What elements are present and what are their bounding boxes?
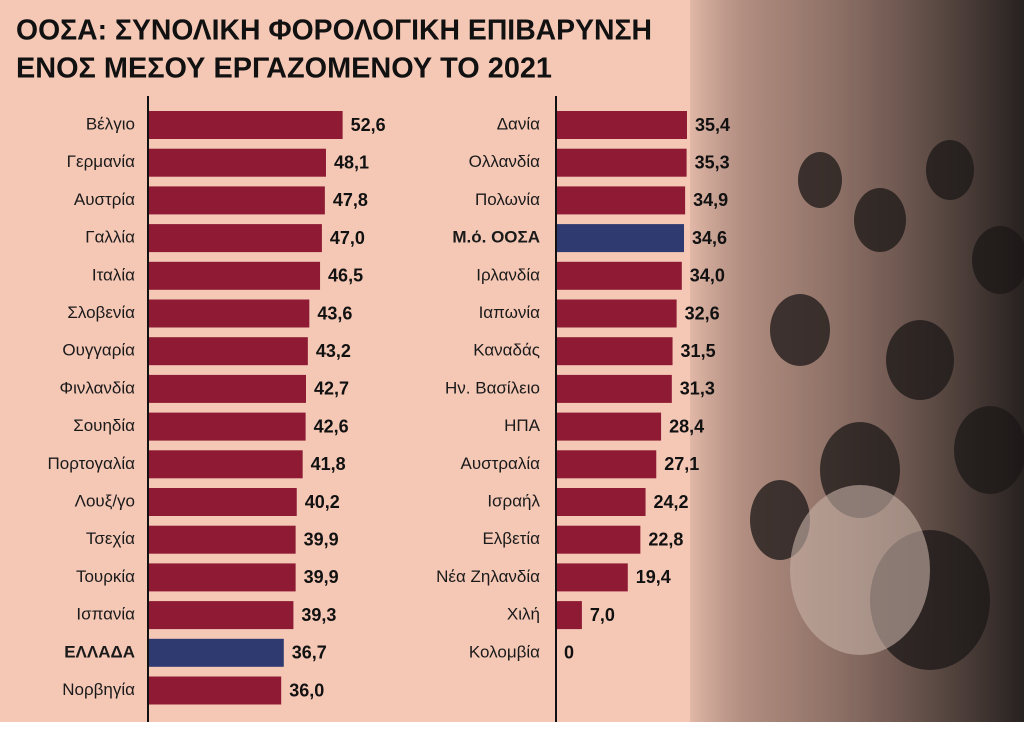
bar: [556, 337, 673, 366]
category-label: ΕΛΛΑΔΑ: [64, 642, 135, 661]
bar: [556, 299, 677, 328]
category-label: Κολομβία: [469, 642, 540, 661]
category-label: Τσεχία: [86, 529, 135, 548]
bar: [148, 412, 306, 441]
value-label: 43,2: [316, 341, 351, 361]
category-label: ΗΠΑ: [504, 416, 541, 435]
bar: [556, 450, 657, 479]
bar: [556, 488, 646, 516]
value-label: 47,0: [330, 228, 365, 248]
value-label: 34,6: [692, 228, 727, 248]
bar: [556, 374, 672, 403]
value-label: 35,4: [695, 115, 730, 135]
bar: [556, 111, 687, 139]
value-label: 32,6: [685, 303, 720, 323]
crowd-photo: [690, 0, 1024, 731]
bar: [148, 337, 308, 366]
value-label: 39,3: [301, 605, 336, 625]
bar: [148, 601, 294, 630]
category-label: Γερμανία: [67, 152, 136, 171]
value-label: 31,5: [681, 341, 716, 361]
bottom-strip: [0, 722, 1024, 731]
bar: [148, 374, 306, 403]
category-label: Πολωνία: [475, 190, 540, 209]
value-label: 42,6: [314, 416, 349, 436]
category-label: Χιλή: [507, 605, 540, 624]
value-label: 41,8: [311, 454, 346, 474]
value-label: 34,0: [690, 266, 725, 286]
value-label: 0: [564, 643, 574, 663]
bar: [556, 525, 641, 554]
category-label: Ην. Βασίλειο: [445, 378, 540, 397]
chart-title: ΟΟΣΑ: ΣΥΝΟΛΙΚΗ ΦΟΡΟΛΟΓΙΚΗ ΕΠΙΒΑΡΥΝΣΗ: [16, 15, 652, 47]
category-label: Καναδάς: [473, 341, 540, 360]
bar: [556, 601, 582, 630]
category-label: Ισραήλ: [487, 491, 540, 510]
category-label: Ιταλία: [92, 265, 135, 284]
category-label: Τουρκία: [76, 567, 135, 586]
bar: [148, 224, 322, 253]
bar: [148, 299, 310, 328]
bar: [148, 676, 282, 705]
category-label: Γαλλία: [85, 228, 135, 247]
value-label: 35,3: [695, 152, 730, 172]
category-label: Μ.ό. ΟΟΣΑ: [452, 228, 540, 247]
category-label: Ελβετία: [482, 529, 540, 548]
category-label: Ιρλανδία: [476, 265, 540, 284]
bar: [556, 563, 628, 592]
value-label: 34,9: [693, 190, 728, 210]
bar: [556, 412, 662, 441]
value-label: 46,5: [328, 266, 363, 286]
value-label: 36,0: [289, 680, 324, 700]
category-label: Ολλανδία: [469, 152, 541, 171]
chart-title: ΕΝΟΣ ΜΕΣΟΥ ΕΡΓΑΖΟΜΕΝΟΥ ΤΟ 2021: [16, 53, 552, 85]
value-label: 39,9: [304, 529, 339, 549]
category-label: Βέλγιο: [86, 114, 135, 133]
bar: [148, 488, 297, 516]
bar: [148, 525, 296, 554]
category-label: Νέα Ζηλανδία: [436, 567, 540, 586]
bar: [148, 450, 303, 479]
bar: [148, 261, 321, 290]
category-label: Ισπανία: [76, 605, 135, 624]
category-label: Σλοβενία: [67, 303, 135, 322]
bar: [148, 148, 326, 177]
bar: [148, 638, 284, 667]
value-label: 7,0: [590, 605, 615, 625]
value-label: 19,4: [636, 567, 671, 587]
bar: [148, 186, 325, 215]
value-label: 31,3: [680, 379, 715, 399]
value-label: 24,2: [654, 492, 689, 512]
value-label: 39,9: [304, 567, 339, 587]
category-label: Λουξ/γο: [75, 491, 135, 510]
category-label: Αυστραλία: [461, 454, 541, 473]
value-label: 40,2: [305, 492, 340, 512]
value-label: 28,4: [669, 416, 704, 436]
category-label: Αυστρία: [74, 190, 135, 209]
value-label: 36,7: [292, 643, 327, 663]
bar: [556, 148, 687, 177]
value-label: 48,1: [334, 152, 369, 172]
bar: [556, 224, 685, 253]
value-label: 52,6: [351, 115, 386, 135]
value-label: 43,6: [317, 303, 352, 323]
value-label: 27,1: [664, 454, 699, 474]
value-label: 42,7: [314, 379, 349, 399]
category-label: Ουγγαρία: [62, 341, 135, 360]
bar: [556, 261, 682, 290]
category-label: Φινλανδία: [60, 378, 136, 397]
category-label: Πορτογαλία: [47, 454, 135, 473]
bar: [556, 186, 686, 215]
value-label: 22,8: [648, 529, 683, 549]
category-label: Νορβηγία: [62, 680, 135, 699]
bar: [148, 111, 343, 139]
category-label: Σουηδία: [73, 416, 135, 435]
category-label: Ιαπωνία: [479, 303, 541, 322]
bar: [148, 563, 296, 592]
value-label: 47,8: [333, 190, 368, 210]
category-label: Δανία: [497, 114, 540, 133]
